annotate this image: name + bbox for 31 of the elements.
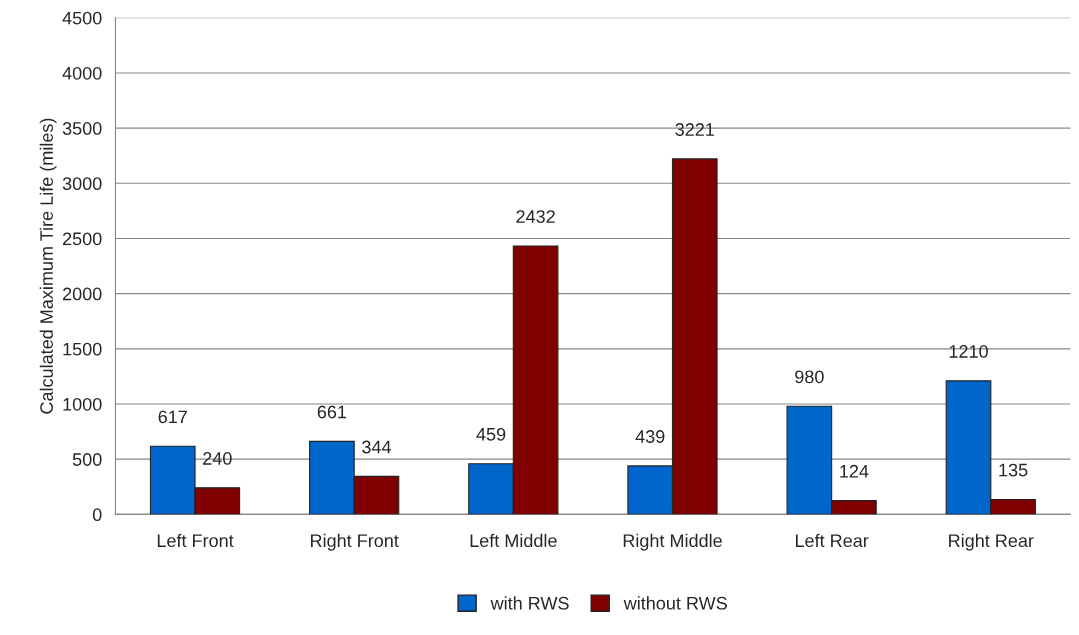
- y-tick-label: 2000: [63, 287, 102, 301]
- data-label: 439: [635, 430, 665, 443]
- y-tick-label: 500: [72, 453, 102, 466]
- data-label: 344: [362, 440, 391, 454]
- y-tick-label: 4500: [62, 11, 102, 25]
- x-tick-label: Right Middle: [623, 533, 722, 551]
- x-tick-label: Right Rear: [949, 533, 1034, 551]
- data-label: 980: [795, 370, 824, 384]
- y-tick-label: 2500: [63, 232, 102, 246]
- data-label: 459: [476, 427, 506, 441]
- x-tick-label: Left Rear: [795, 533, 869, 548]
- legend-label: with RWS: [490, 596, 569, 610]
- data-label: 124: [840, 464, 869, 478]
- y-tick-label: 1000: [63, 397, 102, 411]
- x-tick-label: Left Front: [157, 533, 234, 548]
- data-label: 3221: [675, 123, 714, 136]
- y-tick-label: 0: [92, 508, 102, 522]
- data-label: 661: [317, 405, 347, 419]
- data-label: 617: [158, 410, 187, 424]
- legend-label: without RWS: [623, 596, 727, 610]
- x-tick-label: Right Front: [311, 533, 399, 551]
- y-tick-label: 3000: [62, 177, 102, 191]
- y-tick-label: 4000: [62, 66, 102, 80]
- data-label: 2432: [516, 210, 555, 223]
- y-tick-label: 1500: [63, 342, 102, 356]
- data-label: 1210: [949, 345, 988, 358]
- x-tick-label: Left Middle: [470, 533, 557, 548]
- y-tick-label: 3500: [62, 122, 102, 135]
- y-axis-title: Calculated Maximum Tire Life (miles): [39, 118, 57, 414]
- data-label: 240: [203, 452, 232, 465]
- data-label: 135: [999, 463, 1028, 477]
